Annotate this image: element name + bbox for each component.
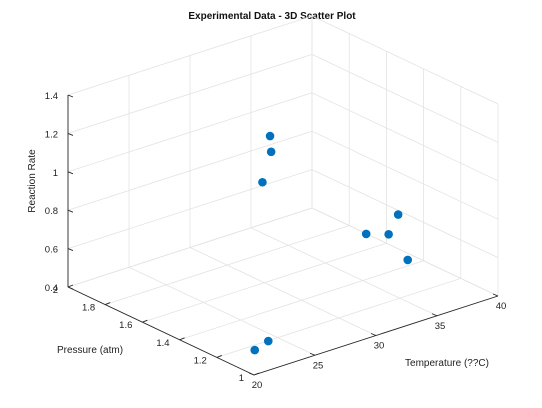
x-tick-mark [492, 293, 499, 297]
y-tick-label: 1.6 [119, 320, 132, 331]
back-wall-grid-line [67, 54, 313, 134]
side-wall-grid-line [311, 15, 499, 105]
floor-grid-line [105, 225, 350, 305]
x-tick-mark [248, 372, 255, 376]
floor-grid-line [189, 247, 377, 336]
side-wall-grid-line [311, 54, 499, 143]
z-tick-label: 1.4 [45, 91, 58, 102]
y-tick-label: 1.8 [82, 303, 95, 314]
x-tick-label: 25 [313, 360, 324, 371]
z-tick-label: 0.4 [45, 283, 58, 294]
z-tick-label: 0.8 [45, 206, 58, 217]
x-tick-mark [431, 313, 438, 317]
scatter-point [250, 345, 260, 355]
scatter-point [361, 229, 371, 239]
scatter-point [403, 255, 413, 265]
back-wall-grid-line [67, 207, 313, 288]
y-tick-label: 1.2 [194, 355, 207, 366]
scatter-point [258, 177, 267, 187]
chart-title: Experimental Data - 3D Scatter Plot [188, 11, 356, 22]
y-tick-mark [216, 354, 222, 358]
x-tick-mark [309, 352, 316, 356]
z-tick-mark [67, 209, 74, 213]
side-wall-grid-line [311, 130, 499, 220]
z-tick-label: 0.6 [45, 245, 58, 256]
floor-grid-line [216, 278, 461, 358]
scatter-point [266, 147, 276, 157]
data-points [250, 131, 413, 355]
side-wall-grid-line [311, 92, 499, 182]
z-tick-labels: 0.4 0.6 0.8 1 1.2 1.4 [45, 91, 58, 294]
scatter-point [393, 210, 403, 219]
floor-grid-line [179, 260, 424, 341]
y-tick-label: 2 [53, 285, 58, 296]
z-tick-mark [67, 248, 74, 252]
x-tick-label: 35 [435, 321, 446, 332]
y-axis-line [67, 286, 255, 376]
z-axis-label: Reaction Rate [27, 149, 38, 213]
floor-grid-line [250, 227, 438, 317]
z-tick-mark [67, 286, 74, 290]
x-tick-label: 20 [252, 380, 263, 391]
y-tick-mark [105, 302, 111, 306]
z-tick-label: 1 [53, 168, 58, 179]
y-axis-label: Pressure (atm) [57, 345, 123, 356]
y-tick-mark [67, 284, 74, 288]
y-tick-mark [253, 372, 260, 376]
y-tick-label: 1 [239, 373, 244, 384]
x-tick-label: 40 [496, 301, 507, 312]
x-tick-mark [370, 333, 377, 336]
axes [67, 94, 499, 376]
scatter-point [263, 336, 273, 346]
floor-grid-line [142, 242, 387, 323]
x-tick-labels: 20 25 30 35 40 [252, 301, 507, 391]
floor-grid-line [128, 266, 316, 356]
x-tick-label: 30 [374, 341, 385, 352]
z-tick-mark [67, 171, 74, 175]
y-tick-mark [142, 319, 148, 323]
z-tick-mark [67, 94, 74, 98]
side-wall-grid-line [311, 207, 499, 297]
z-tick-label: 1.2 [45, 129, 58, 140]
z-tick-mark [67, 132, 74, 136]
scatter-point [265, 131, 275, 141]
scatter-point [384, 230, 393, 239]
back-wall-grid-line [67, 169, 313, 249]
y-tick-labels: 1 1.2 1.4 1.6 1.8 2 [53, 285, 244, 384]
back-wall-grid-line [67, 15, 313, 96]
y-tick-label: 1.4 [156, 338, 169, 349]
back-wall-grid-line [67, 92, 313, 173]
x-axis-label: Temperature (??C) [405, 358, 489, 369]
grid-lines [67, 15, 499, 376]
y-tick-mark [179, 337, 185, 341]
back-wall-grid-line [67, 130, 313, 211]
side-wall-grid-line [311, 169, 499, 258]
